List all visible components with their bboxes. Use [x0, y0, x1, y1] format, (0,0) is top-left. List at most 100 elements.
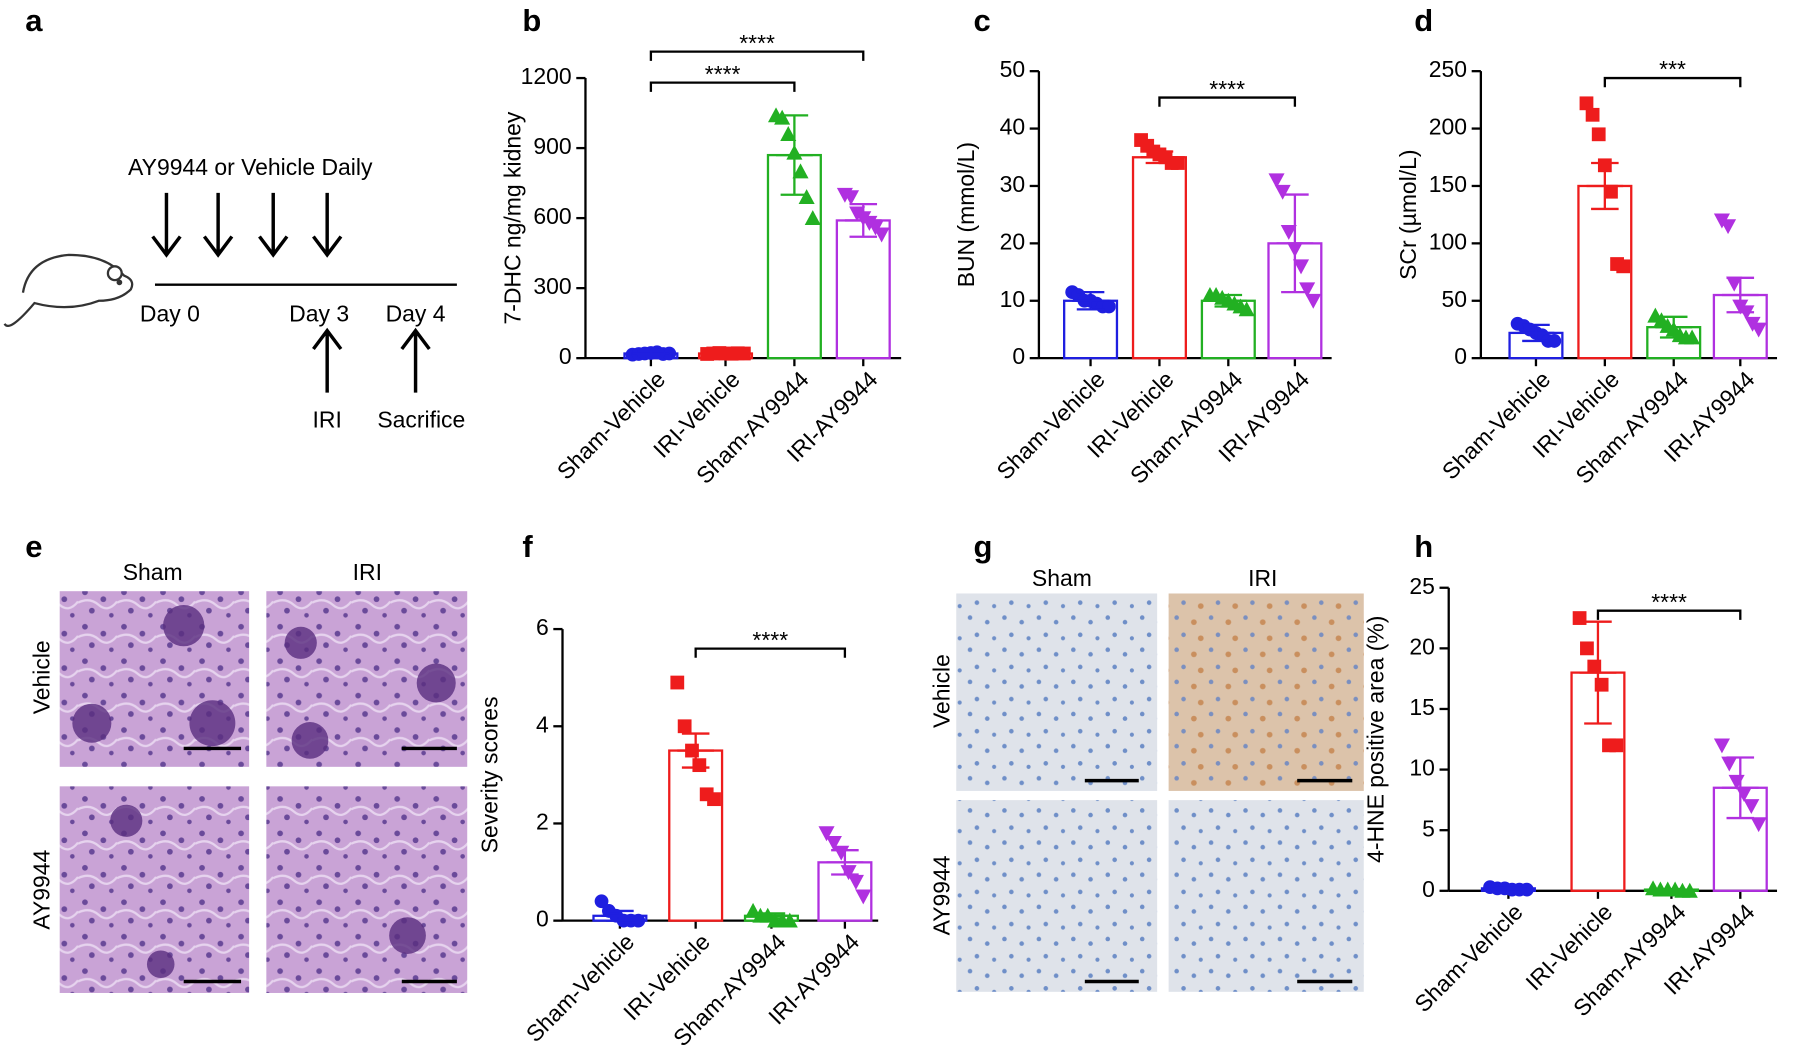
- data-point: [1572, 611, 1587, 625]
- y-tick-label: 30: [1000, 171, 1026, 197]
- y-axis-label: 7-DHC ng/mg kidney: [499, 111, 525, 324]
- error-bar: [1721, 756, 1759, 820]
- y-tick-label: 0: [1422, 876, 1435, 902]
- error-bar: [844, 202, 882, 238]
- bar: [1131, 156, 1187, 360]
- data-point: [780, 126, 797, 141]
- x-tick-label: Sham-Vehicle: [991, 366, 1109, 484]
- error-bar: [1653, 887, 1690, 892]
- data-point: [631, 913, 646, 928]
- y-axis-label: Severity scores: [476, 696, 502, 853]
- y-tick-label: 4: [536, 711, 549, 737]
- row-label: AY9944: [29, 849, 55, 929]
- significance-bracket: [649, 81, 796, 92]
- error-bar: [1721, 276, 1759, 314]
- row-label: AY9944: [929, 855, 955, 935]
- data-point: [1594, 677, 1609, 692]
- scale-bars: [183, 746, 457, 984]
- data-point: [670, 675, 685, 690]
- panel-label: b: [522, 3, 541, 38]
- data-point: [1299, 282, 1316, 298]
- significance-label: ****: [752, 627, 788, 653]
- data-point: [707, 792, 721, 807]
- data-point: [1720, 219, 1737, 235]
- data-point: [818, 826, 835, 842]
- micrograph: [956, 593, 1158, 791]
- column-label: IRI: [353, 559, 382, 585]
- micrograph: [1168, 593, 1364, 791]
- data-point: [677, 719, 692, 734]
- x-tick-label: Sham-Vehicle: [1437, 366, 1555, 484]
- error-bar: [1579, 620, 1617, 725]
- error-bar: [632, 350, 670, 357]
- data-point: [1585, 107, 1600, 122]
- data-point: [825, 836, 842, 851]
- panel-label: h: [1414, 529, 1433, 564]
- glomeruli: [72, 604, 456, 979]
- data-point: [1547, 334, 1562, 348]
- data-point: [781, 912, 798, 928]
- bar-chart: h 4-HNE positive area (%) 0 5 10 15 20 25 Sham-V…: [1363, 529, 1778, 1021]
- event-label: Sacrifice: [377, 406, 465, 432]
- panel-label: c: [973, 3, 990, 38]
- error-bar: [826, 849, 864, 876]
- significance-label: ****: [1651, 589, 1687, 615]
- data-point: [842, 190, 860, 206]
- panel-g: g Sham IRI Vehicle AY9944: [929, 529, 1364, 992]
- panel-label: a: [25, 3, 43, 38]
- data-point: [1726, 276, 1743, 292]
- error-bar: [601, 909, 639, 922]
- x-tick-label: Sham-Vehicle: [552, 366, 670, 484]
- panel-label: g: [973, 529, 992, 564]
- data-point: [1579, 96, 1594, 111]
- error-bar: [1072, 291, 1109, 311]
- data-point: [833, 845, 850, 861]
- y-tick-label: 10: [1000, 286, 1026, 312]
- data-point: [1268, 173, 1285, 189]
- data-point: [798, 189, 815, 204]
- data-point: [1743, 799, 1760, 814]
- data-point: [1238, 301, 1255, 317]
- micrograph: [266, 786, 468, 993]
- error-bar: [677, 732, 715, 769]
- significance-bracket: [694, 647, 847, 658]
- data-point: [804, 210, 821, 225]
- y-tick-label: 300: [533, 273, 571, 299]
- column-label: Sham: [1032, 565, 1092, 591]
- y-tick-label: 2: [536, 809, 549, 835]
- bar-chart: d SCr (µmol/L) 0 50 100 150 200 250 Sham-Vehicle…: [1395, 3, 1778, 489]
- error-bar: [1276, 193, 1314, 294]
- y-tick-label: 5: [1422, 815, 1435, 841]
- panel-a: a AY9944 or Vehicle Daily Day 0 Day 3 Da…: [3, 3, 465, 432]
- y-axis-label: BUN (mmol/L): [953, 142, 979, 287]
- treatment: AY9944 or Vehicle Daily: [128, 154, 373, 180]
- data-point: [855, 889, 872, 905]
- x-tick-label: Sham-Vehicle: [1409, 899, 1527, 1017]
- data-point: [873, 227, 890, 243]
- data-point: [1750, 817, 1767, 833]
- panel-label: e: [25, 529, 42, 564]
- row-label: Vehicle: [29, 640, 55, 714]
- error-bar: [753, 912, 790, 920]
- day-label: Day 4: [386, 301, 446, 327]
- significance-bracket: [1603, 76, 1742, 88]
- y-tick-label: 15: [1409, 694, 1435, 720]
- day-label: Day 3: [289, 301, 349, 327]
- error-bar: [1209, 293, 1247, 308]
- y-tick-label: 150: [1429, 171, 1467, 197]
- significance-label: ****: [705, 61, 741, 87]
- y-tick-label: 0: [1454, 343, 1467, 369]
- y-tick-label: 1200: [521, 63, 572, 89]
- column-label: IRI: [1248, 565, 1277, 591]
- data-point: [1519, 882, 1534, 897]
- data-point: [847, 874, 864, 890]
- scale-bars: [1084, 778, 1353, 984]
- bar-chart: b 7-DHC ng/mg kidney 0 300 600 900 1200 Sham-Ve…: [499, 3, 902, 489]
- y-tick-label: 50: [1442, 286, 1468, 312]
- y-tick-label: 250: [1429, 56, 1467, 82]
- error-bar: [1586, 161, 1624, 211]
- error-bar: [1655, 315, 1693, 339]
- y-tick-label: 20: [1409, 633, 1435, 659]
